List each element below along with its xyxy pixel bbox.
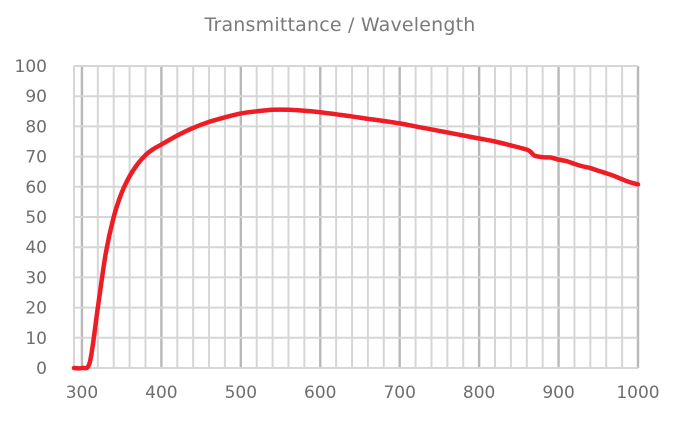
y-axis-tick-labels: 0 10 20 30 40 50 60 70 80 90 100 bbox=[15, 57, 47, 379]
transmittance-line bbox=[71, 107, 641, 371]
y-tick-label: 20 bbox=[25, 299, 47, 319]
x-tick-label: 700 bbox=[383, 383, 415, 403]
x-tick-label: 1000 bbox=[616, 383, 659, 403]
y-tick-label: 80 bbox=[25, 117, 47, 137]
x-tick-label: 600 bbox=[304, 383, 336, 403]
chart-title: Transmittance / Wavelength bbox=[204, 14, 476, 36]
major-gridlines bbox=[74, 65, 640, 369]
y-tick-label: 70 bbox=[25, 148, 47, 168]
y-tick-label: 60 bbox=[25, 178, 47, 198]
x-axis-tick-labels: 300 400 500 600 700 800 900 1000 bbox=[66, 383, 660, 403]
x-tick-label: 800 bbox=[463, 383, 495, 403]
y-tick-label: 10 bbox=[25, 329, 47, 349]
x-tick-label: 500 bbox=[225, 383, 257, 403]
y-tick-label: 90 bbox=[25, 87, 47, 107]
y-tick-label: 30 bbox=[25, 268, 47, 288]
x-tick-label: 400 bbox=[145, 383, 177, 403]
x-tick-label: 900 bbox=[542, 383, 574, 403]
y-tick-label: 40 bbox=[25, 238, 47, 258]
y-tick-label: 0 bbox=[36, 359, 47, 379]
y-tick-label: 50 bbox=[25, 208, 47, 228]
y-tick-label: 100 bbox=[15, 57, 47, 77]
x-tick-label: 300 bbox=[66, 383, 98, 403]
